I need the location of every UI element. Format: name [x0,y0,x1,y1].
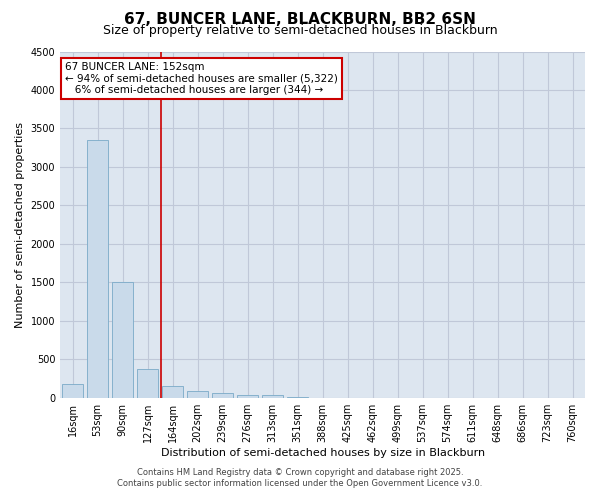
Bar [137,369,158,398]
Bar [87,140,108,398]
Text: Contains HM Land Registry data © Crown copyright and database right 2025.
Contai: Contains HM Land Registry data © Crown c… [118,468,482,487]
Y-axis label: Number of semi-detached properties: Number of semi-detached properties [15,122,25,328]
Bar [212,394,233,398]
Bar [112,282,133,398]
Bar [187,391,208,398]
Text: 67 BUNCER LANE: 152sqm
← 94% of semi-detached houses are smaller (5,322)
   6% o: 67 BUNCER LANE: 152sqm ← 94% of semi-det… [65,62,338,95]
Text: Size of property relative to semi-detached houses in Blackburn: Size of property relative to semi-detach… [103,24,497,37]
Bar [62,384,83,398]
Bar [162,386,183,398]
X-axis label: Distribution of semi-detached houses by size in Blackburn: Distribution of semi-detached houses by … [161,448,485,458]
Bar [262,396,283,398]
Bar [237,396,258,398]
Text: 67, BUNCER LANE, BLACKBURN, BB2 6SN: 67, BUNCER LANE, BLACKBURN, BB2 6SN [124,12,476,28]
